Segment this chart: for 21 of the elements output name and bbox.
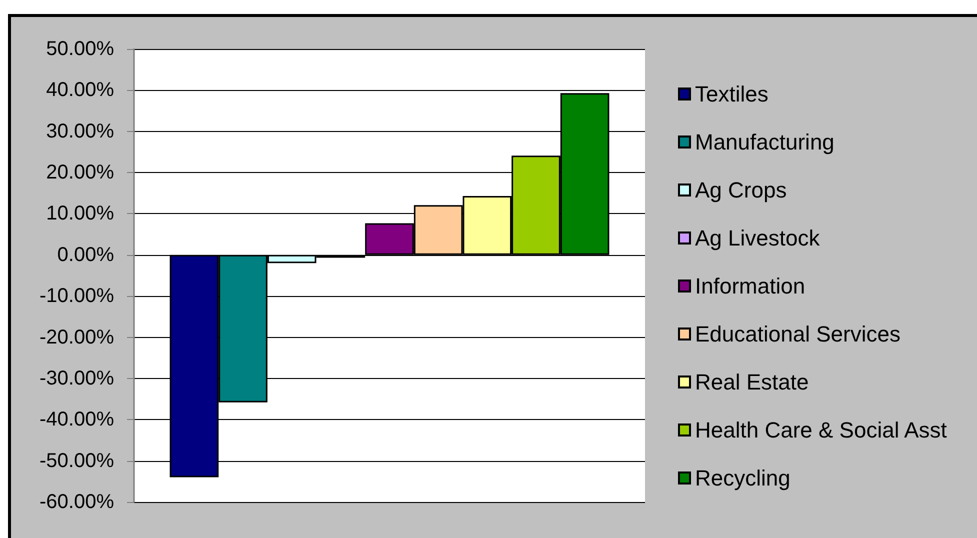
y-tick-label: 0.00% (57, 244, 114, 266)
legend-label: Textiles (695, 82, 768, 106)
y-tick-label: -10.00% (40, 285, 114, 308)
y-tick-label: 40.00% (46, 79, 114, 102)
y-tick-label: -30.00% (40, 367, 114, 390)
y-tick-label: -60.00% (40, 491, 114, 513)
legend-label: Information (695, 274, 806, 298)
y-tick-label: 10.00% (46, 202, 114, 225)
legend-label: Ag Crops (695, 178, 787, 202)
legend-label: Real Estate (695, 370, 809, 394)
y-tick-label: 30.00% (46, 120, 114, 142)
legend-label: Educational Services (695, 322, 900, 346)
legend-label: Manufacturing (695, 130, 834, 154)
y-tick-label: -40.00% (40, 408, 114, 431)
y-tick-label: -20.00% (40, 326, 114, 348)
legend-label: Health Care & Social Asst (695, 418, 947, 442)
legend-label: Recycling (695, 466, 790, 490)
y-tick-label: 20.00% (46, 162, 114, 184)
y-tick-label: -50.00% (40, 450, 114, 472)
legend-label: Ag Livestock (695, 226, 821, 250)
y-tick-label: 50.00% (46, 38, 114, 60)
